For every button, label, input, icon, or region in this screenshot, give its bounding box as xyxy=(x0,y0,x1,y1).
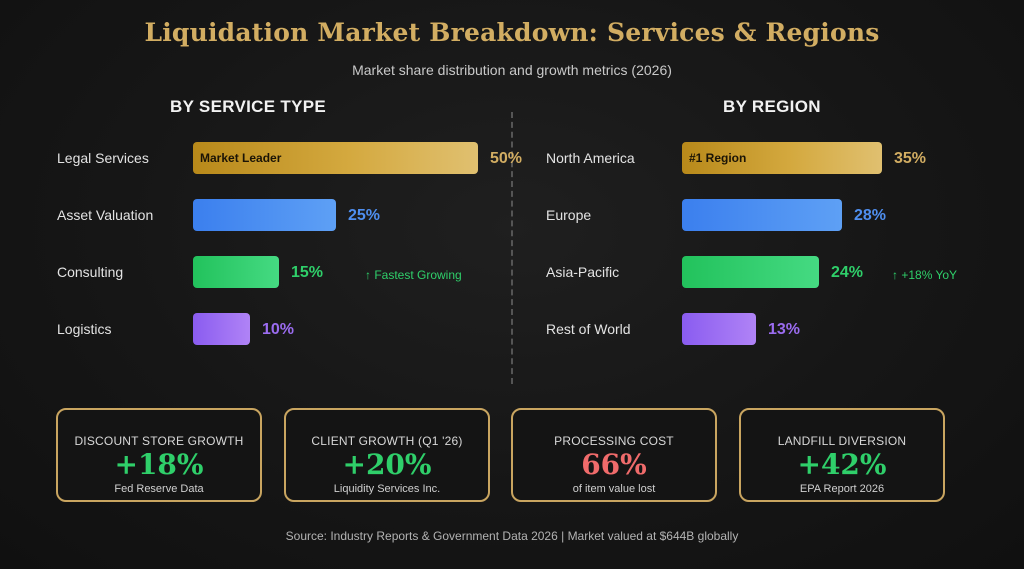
value-label: 15% xyxy=(291,264,324,281)
bar-row: Rest of World 13% xyxy=(546,313,1006,347)
metric-source: EPA Report 2026 xyxy=(799,483,885,495)
category-label: Logistics xyxy=(57,321,112,337)
value-label: 28% xyxy=(854,207,887,224)
category-label: North America xyxy=(546,150,635,166)
category-label: Asset Valuation xyxy=(57,207,154,223)
metric-label: DISCOUNT STORE GROWTH xyxy=(74,434,244,448)
category-label: Asia-Pacific xyxy=(546,264,620,280)
bar-row: Europe 28% xyxy=(546,199,1006,233)
value-label: 25% xyxy=(348,207,381,224)
category-label: Europe xyxy=(546,207,592,223)
value-label: 24% xyxy=(831,264,864,281)
category-label: Consulting xyxy=(57,264,124,280)
metric-card: CLIENT GROWTH (Q1 '26) +20% Liquidity Serv… xyxy=(284,408,490,502)
metric-label: CLIENT GROWTH (Q1 '26) xyxy=(311,434,463,448)
value-label: 35% xyxy=(894,150,927,167)
bar-mark: Market Leader xyxy=(193,142,478,174)
bar-mark xyxy=(193,199,336,231)
service-chart-title: BY SERVICE TYPE xyxy=(170,97,326,116)
page-title: Liquidation Market Breakdown: Services &… xyxy=(144,18,880,47)
growth-annotation: ↑ +18% YoY xyxy=(892,268,958,282)
bar-inner-label: #1 Region xyxy=(689,151,747,165)
metric-source: of item value lost xyxy=(572,483,656,495)
value-label: 13% xyxy=(768,321,801,338)
bar-row: Asset Valuation 25% xyxy=(57,199,517,233)
metric-label: LANDFILL DIVERSION xyxy=(777,434,907,448)
page-subtitle: Market share distribution and growth met… xyxy=(352,62,672,78)
metric-card: LANDFILL DIVERSION +42% EPA Report 2026 xyxy=(739,408,945,502)
bar-mark xyxy=(682,199,842,231)
metric-value: +20% xyxy=(342,448,432,481)
bar-row: Asia-Pacific 24% ↑ +18% YoY xyxy=(546,256,1006,290)
category-label: Rest of World xyxy=(546,321,631,337)
category-label: Legal Services xyxy=(57,150,149,166)
metric-label: PROCESSING COST xyxy=(554,434,674,448)
source-footer: Source: Industry Reports & Government Da… xyxy=(285,529,739,543)
metric-card: DISCOUNT STORE GROWTH +18% Fed Reserve Dat… xyxy=(56,408,262,502)
bar-mark xyxy=(193,256,279,288)
metric-value: +18% xyxy=(114,448,204,481)
region-chart-title: BY REGION xyxy=(723,97,821,116)
bar-inner-label: Market Leader xyxy=(200,151,282,165)
center-divider xyxy=(511,112,513,384)
growth-annotation: ↑ Fastest Growing xyxy=(365,268,462,282)
bar-mark xyxy=(682,313,756,345)
metric-value: +42% xyxy=(797,448,887,481)
bar-row: Legal Services Market Leader 50% xyxy=(57,142,522,176)
value-label: 10% xyxy=(262,321,295,338)
bar-mark: #1 Region xyxy=(682,142,882,174)
bar-row: North America #1 Region 35% xyxy=(546,142,1006,176)
bar-row: Logistics 10% xyxy=(57,313,517,347)
value-label: 50% xyxy=(490,150,523,167)
metric-value: 66% xyxy=(581,448,647,481)
metric-card: PROCESSING COST 66% of item value lost xyxy=(511,408,717,502)
bar-mark xyxy=(682,256,819,288)
metric-source: Fed Reserve Data xyxy=(114,483,204,495)
bar-mark xyxy=(193,313,250,345)
metric-source: Liquidity Services Inc. xyxy=(333,483,441,495)
bar-row: Consulting 15% ↑ Fastest Growing xyxy=(57,256,517,290)
